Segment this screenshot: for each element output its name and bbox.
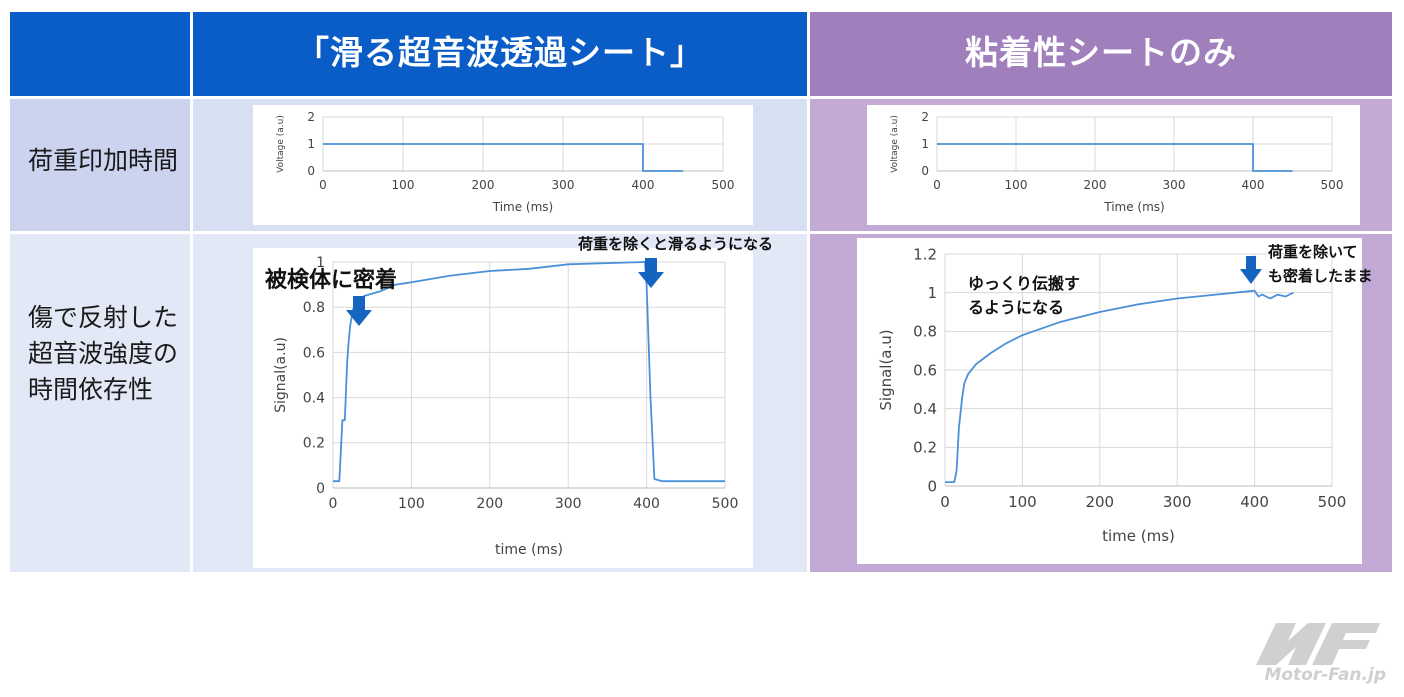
y-tick-label: 1.2 <box>913 245 937 263</box>
y-axis-label: Voltage (a.u) <box>276 115 286 173</box>
motor-fan-logo: Motor-Fan.jp <box>1246 615 1386 690</box>
voltage-chart-2-panel: 0 100 200 300 400 500 0 1 2 Time (ms) Voltage (a.u… <box>867 105 1360 225</box>
header-corner <box>10 12 190 96</box>
x-tick-label: 400 <box>1242 178 1265 192</box>
series-line <box>945 289 1294 484</box>
header-col2-title: 粘着性シートのみ <box>965 33 1237 72</box>
x-tick-label: 400 <box>633 496 660 512</box>
y-tick-label: 0.8 <box>913 323 937 341</box>
y-tick-label: 2 <box>921 110 929 124</box>
y-axis-label: Signal(a.u) <box>273 337 289 413</box>
x-tick-label: 200 <box>472 178 495 192</box>
annotation-slip: 荷重を除くと滑るようになる <box>578 235 774 253</box>
arrow-down-icon <box>638 258 664 288</box>
x-tick-label: 0 <box>319 178 327 192</box>
header-col2: 粘着性シートのみ <box>810 12 1392 96</box>
annotation-stays: 荷重を除いて も密着したまま <box>1268 243 1373 285</box>
y-tick-label: 0.4 <box>303 391 325 407</box>
x-tick-label: 500 <box>1321 178 1344 192</box>
signal-chart-2: 0 100 200 300 400 500 0 0.2 0.4 0.6 0.8 1 1.2 time (m… <box>877 245 1347 545</box>
y-tick-label: 1 <box>316 255 325 271</box>
y-tick-label: 1 <box>927 284 937 302</box>
series-line <box>323 143 683 172</box>
y-tick-label: 1 <box>307 137 315 151</box>
x-tick-label: 100 <box>392 178 415 192</box>
x-axis-label: Time (ms) <box>1103 200 1165 214</box>
arrow-down-icon <box>1240 256 1262 284</box>
x-axis-label: time (ms) <box>495 542 563 558</box>
x-tick-label: 300 <box>552 178 575 192</box>
annotation-adhesion: 被検体に密着 <box>265 268 398 293</box>
x-tick-label: 200 <box>1085 493 1114 511</box>
y-tick-label: 0.2 <box>913 439 937 457</box>
signal-chart-1-panel: 0 100 200 300 400 500 0 0.2 0.4 0.6 0.8 1 time (ms) S… <box>253 248 753 568</box>
voltage-chart-2: 0 100 200 300 400 500 0 1 2 Time (ms) Voltage (a.u… <box>890 110 1344 214</box>
annotation-slow: ゆっくり伝搬す るようになる <box>968 274 1081 317</box>
y-tick-label: 0.6 <box>303 345 325 361</box>
y-tick-label: 0.4 <box>913 400 937 418</box>
y-tick-label: 2 <box>307 110 315 124</box>
series-line <box>937 143 1293 172</box>
voltage-chart-1: 0 100 200 300 400 500 0 1 2 Time (ms) Voltage (a.u… <box>276 110 735 214</box>
header-col1-title: 「滑る超音波透過シート」 <box>296 33 704 72</box>
logo-text: Motor-Fan.jp <box>1264 665 1386 685</box>
y-axis-label: Voltage (a.u) <box>890 115 900 173</box>
x-tick-label: 100 <box>1008 493 1037 511</box>
y-axis-label: Signal(a.u) <box>877 329 895 410</box>
x-tick-label: 200 <box>1084 178 1107 192</box>
y-tick-label: 0 <box>921 164 929 178</box>
x-tick-label: 100 <box>398 496 425 512</box>
row2-label: 傷で反射した 超音波強度の 時間依存性 <box>28 303 179 404</box>
y-tick-label: 0.6 <box>913 361 937 379</box>
row2-label-cell: 傷で反射した 超音波強度の 時間依存性 <box>10 234 190 572</box>
y-tick-label: 0 <box>927 477 937 495</box>
row1-label-cell: 荷重印加時間 <box>10 99 190 231</box>
x-tick-label: 100 <box>1005 178 1028 192</box>
y-tick-label: 0.2 <box>303 436 325 452</box>
x-axis-label: time (ms) <box>1102 527 1175 545</box>
voltage-chart-1-panel: 0 100 200 300 400 500 0 1 2 Time (ms) Voltage (a.u… <box>253 105 753 225</box>
x-axis-label: Time (ms) <box>492 200 554 214</box>
row1-label: 荷重印加時間 <box>28 146 179 175</box>
x-tick-label: 300 <box>1163 178 1186 192</box>
y-tick-label: 1 <box>921 137 929 151</box>
arrow-down-icon <box>346 296 372 326</box>
x-tick-label: 0 <box>940 493 950 511</box>
signal-chart-2-panel: 0 100 200 300 400 500 0 0.2 0.4 0.6 0.8 1 1.2 time (m… <box>857 238 1362 564</box>
x-tick-label: 400 <box>1240 493 1269 511</box>
header-col1: 「滑る超音波透過シート」 <box>193 12 807 96</box>
x-tick-label: 500 <box>712 496 739 512</box>
x-tick-label: 500 <box>1318 493 1347 511</box>
x-tick-label: 200 <box>476 496 503 512</box>
x-tick-label: 300 <box>1163 493 1192 511</box>
y-tick-label: 0.8 <box>303 300 325 316</box>
series-line <box>333 261 725 483</box>
logo-mark-icon <box>1256 623 1380 665</box>
x-tick-label: 0 <box>933 178 941 192</box>
y-tick-label: 0 <box>307 164 315 178</box>
x-tick-label: 500 <box>712 178 735 192</box>
y-tick-label: 0 <box>316 481 325 497</box>
x-tick-label: 0 <box>329 496 338 512</box>
x-tick-label: 400 <box>632 178 655 192</box>
x-tick-label: 300 <box>555 496 582 512</box>
signal-chart-1: 0 100 200 300 400 500 0 0.2 0.4 0.6 0.8 1 time (ms) S… <box>273 255 739 558</box>
